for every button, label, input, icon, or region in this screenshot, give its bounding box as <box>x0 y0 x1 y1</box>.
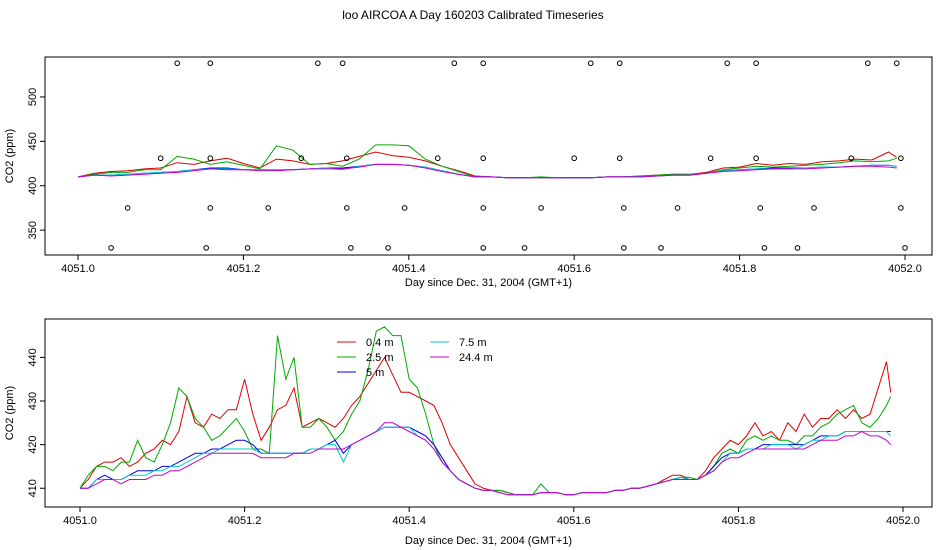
x-tick-label: 4051.6 <box>557 515 591 527</box>
flag-marker <box>848 155 855 162</box>
flag-marker <box>757 205 764 211</box>
flag-marker <box>674 205 681 211</box>
x-axis-label: Day since Dec. 31, 2004 (GMT+1) <box>405 535 572 547</box>
x-tick-label: 4051.4 <box>392 263 426 275</box>
flag-marker <box>315 60 321 67</box>
legend-label: 2.5 m <box>366 352 394 364</box>
legend-label: 5 m <box>366 367 384 379</box>
chart-panel-1: 4051.0 4051.2 4051.4 4051.6 4051.8 4052.0 350 4… <box>4 56 933 289</box>
legend-label: 7.5 m <box>459 337 487 349</box>
flag-marker <box>244 245 251 251</box>
y-tick-label: 350 <box>27 221 39 239</box>
flag-marker <box>538 205 544 211</box>
flag-marker <box>343 205 350 211</box>
y-tick-label: 500 <box>27 88 39 106</box>
flag-marker <box>207 205 214 211</box>
series-line-24-4-m <box>80 422 892 496</box>
y-tick-label: 450 <box>27 132 39 150</box>
flag-marker <box>480 205 487 211</box>
y-tick-label: 440 <box>27 348 39 366</box>
x-tick-label: 4051.6 <box>557 263 591 275</box>
flag-marker <box>616 60 623 67</box>
flag-marker <box>480 155 487 162</box>
x-tick-label: 4051.8 <box>723 263 757 275</box>
flag-marker <box>298 155 305 162</box>
plot-frame <box>44 318 933 508</box>
flag-marker <box>724 60 730 67</box>
flag-marker <box>401 205 408 211</box>
flag-marker <box>864 60 871 67</box>
flag-marker <box>616 155 623 162</box>
flag-marker <box>265 205 272 211</box>
flag-marker <box>480 60 487 67</box>
series-line-0-4-m <box>79 356 892 496</box>
y-axis-label: CO2 (ppm) <box>4 386 16 440</box>
flag-marker <box>521 245 528 251</box>
flag-marker <box>434 155 441 162</box>
flag-marker <box>761 245 768 251</box>
y-tick-label: 400 <box>27 177 39 195</box>
legend-label: 0.4 m <box>366 337 394 349</box>
chart-title: loo AIRCOA A Day 160203 Calibrated Times… <box>342 8 603 22</box>
flag-marker <box>794 245 801 251</box>
flag-marker <box>571 155 578 162</box>
flag-marker <box>451 60 458 67</box>
flag-marker <box>898 205 904 211</box>
x-tick-label: 4051.2 <box>228 515 262 527</box>
y-tick-label: 410 <box>27 479 39 497</box>
y-tick-label: 420 <box>27 435 39 453</box>
x-tick-label: 4051.4 <box>392 515 426 527</box>
flag-marker <box>348 245 354 251</box>
series-line-24-4-m <box>77 163 897 179</box>
x-tick-label: 4051.0 <box>61 263 95 275</box>
flag-marker <box>157 155 164 162</box>
series-line-5-m <box>77 163 897 179</box>
y-axis-label: CO2 (ppm) <box>4 129 16 183</box>
flag-marker <box>658 245 664 251</box>
series-line-2-5-m <box>77 144 897 179</box>
flag-marker <box>108 245 114 251</box>
flag-marker <box>207 60 214 67</box>
legend: 0.4 m 2.5 m 5 m 7.5 m 24.4 m <box>337 337 493 379</box>
x-tick-label: 4051.2 <box>227 263 261 275</box>
flag-marker <box>621 245 627 251</box>
flag-marker <box>893 60 900 67</box>
flag-marker <box>480 245 487 251</box>
series-line-0-4-m <box>77 151 897 179</box>
flag-marker <box>339 60 346 67</box>
flag-marker <box>707 155 714 162</box>
series-line-7-5-m <box>77 163 897 179</box>
plot-frame <box>44 56 933 256</box>
flag-marker <box>753 155 759 162</box>
x-tick-label: 4052.0 <box>886 515 920 527</box>
flag-marker <box>207 155 214 162</box>
flag-marker <box>753 60 759 67</box>
x-tick-label: 4051.0 <box>63 515 97 527</box>
flag-marker <box>811 205 817 211</box>
flag-marker <box>343 155 350 162</box>
chart-panel-2: 4051.0 4051.2 4051.4 4051.6 4051.8 4052.0 410 4… <box>4 318 933 547</box>
x-axis-label: Day since Dec. 31, 2004 (GMT+1) <box>405 277 572 289</box>
legend-label: 24.4 m <box>459 352 493 364</box>
flag-marker <box>902 245 908 251</box>
flag-marker <box>587 60 594 67</box>
x-tick-label: 4051.8 <box>722 515 756 527</box>
y-tick-label: 430 <box>27 392 39 410</box>
flag-marker <box>621 205 627 211</box>
flag-marker <box>203 245 209 251</box>
flag-marker <box>174 60 181 67</box>
flag-marker <box>124 205 131 211</box>
flag-marker <box>898 155 904 162</box>
x-tick-label: 4052.0 <box>888 263 922 275</box>
flag-marker <box>385 245 391 251</box>
